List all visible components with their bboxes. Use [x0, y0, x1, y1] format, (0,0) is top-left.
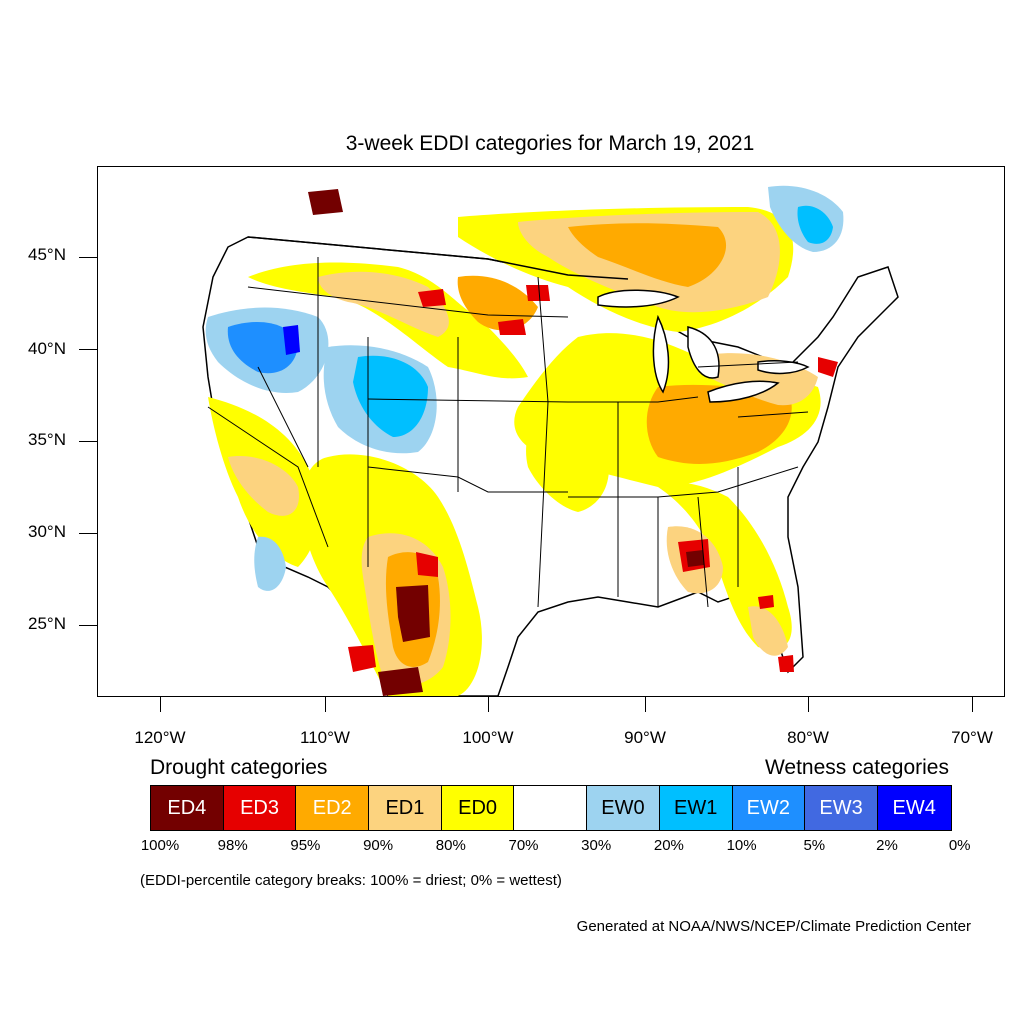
- lon-label-70w: 70°W: [951, 728, 993, 747]
- percent-break-label: 10%: [726, 837, 757, 854]
- great-lakes: [597, 289, 810, 403]
- legend-box-ew4: EW4: [877, 786, 951, 830]
- lon-tick: [645, 696, 646, 712]
- lon-label-120w: 120°W: [134, 728, 186, 747]
- lat-tick: [79, 441, 97, 442]
- legend-box-ew1: EW1: [659, 786, 733, 830]
- lat-label-40: 40°N: [28, 339, 66, 358]
- lon-tick: [325, 696, 326, 712]
- map-title: 3-week EDDI categories for March 19, 202…: [345, 132, 755, 155]
- lon-tick: [972, 696, 973, 712]
- lon-label-90w: 90°W: [624, 728, 666, 747]
- lon-tick: [808, 696, 809, 712]
- lat-label-25: 25°N: [28, 614, 66, 633]
- legend-box-ed1: ED1: [369, 786, 442, 830]
- percent-break-label: 98%: [217, 837, 248, 854]
- lat-tick: [79, 533, 97, 534]
- percent-break-label: 2%: [876, 837, 898, 854]
- percent-break-label: 20%: [653, 837, 684, 854]
- lat-label-45: 45°N: [28, 245, 66, 264]
- legend-box-neutral: [514, 786, 588, 830]
- legend-box-ew3: EW3: [805, 786, 878, 830]
- drought-categories-title: Drought categories: [150, 756, 328, 779]
- lat-tick: [79, 349, 97, 350]
- lon-tick: [160, 696, 161, 712]
- lon-label-100w: 100°W: [462, 728, 514, 747]
- legend-box-ew0: EW0: [587, 786, 660, 830]
- percent-break-label: 30%: [581, 837, 612, 854]
- eddi-map: [202, 185, 899, 696]
- lon-label-80w: 80°W: [787, 728, 829, 747]
- lat-label-35: 35°N: [28, 430, 66, 449]
- percent-break-label: 95%: [290, 837, 321, 854]
- percent-break-label: 100%: [140, 837, 180, 854]
- percent-break-label: 70%: [508, 837, 539, 854]
- lat-tick: [79, 257, 97, 258]
- eddi-patches: [205, 185, 844, 696]
- percent-break-label: 90%: [363, 837, 394, 854]
- lat-label-30: 30°N: [28, 522, 66, 541]
- lon-tick: [488, 696, 489, 712]
- lat-tick: [79, 625, 97, 626]
- legend-box-ed3: ED3: [223, 786, 297, 830]
- legend-box-ed2: ED2: [296, 786, 370, 830]
- lon-label-110w: 110°W: [300, 728, 350, 747]
- legend-color-bar: ED4 ED3 ED2 ED1 ED0 EW0 EW1 EW2 EW3 EW4: [150, 785, 952, 831]
- legend-box-ed4: ED4: [151, 786, 224, 830]
- canada-border: [247, 236, 629, 280]
- map-area: [97, 166, 1005, 697]
- legend-box-ew2: EW2: [732, 786, 806, 830]
- percent-break-label: 80%: [435, 837, 466, 854]
- legend-box-ed0: ED0: [441, 786, 515, 830]
- footnote: (EDDI-percentile category breaks: 100% =…: [140, 872, 562, 889]
- credit-text: Generated at NOAA/NWS/NCEP/Climate Predi…: [576, 918, 971, 935]
- percent-break-label: 5%: [803, 837, 826, 854]
- wetness-categories-title: Wetness categories: [764, 756, 949, 779]
- state-boundaries: [207, 257, 809, 608]
- percent-break-label: 0%: [948, 837, 971, 854]
